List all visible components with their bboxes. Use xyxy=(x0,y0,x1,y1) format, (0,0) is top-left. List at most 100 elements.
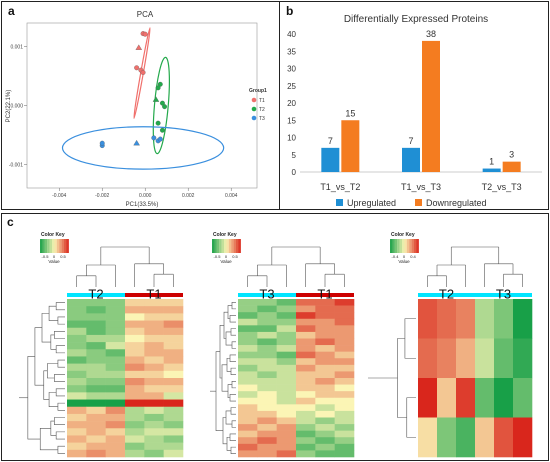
pca-point-T2 xyxy=(159,127,165,133)
heatmap-row-dendrogram-branch xyxy=(41,313,51,343)
color-key-swatch xyxy=(59,239,62,253)
heatmap-group-label-T3: T3 xyxy=(259,287,274,302)
pca-y-tick-label: 0.000 xyxy=(10,104,23,110)
pca-ellipse-T3 xyxy=(61,126,225,170)
heatmap-cell xyxy=(67,385,87,393)
heatmap-cell xyxy=(238,437,258,445)
heatmap-cell xyxy=(296,391,316,399)
heatmap-row-dendrogram-branch xyxy=(226,436,231,451)
color-key-swatch xyxy=(406,239,410,253)
heatmap-cell xyxy=(257,397,277,405)
heatmap-cell xyxy=(86,363,106,372)
heatmap-cell xyxy=(125,385,145,393)
pca-y-tick-label: 0.001 xyxy=(10,45,23,51)
bar-value-label: 1 xyxy=(489,157,494,167)
heatmap-cell xyxy=(125,334,145,343)
heatmap-cell xyxy=(276,345,297,352)
color-key-swatch xyxy=(414,239,417,253)
pca-chart: PCA -0.004 -0.002 0.000 0.002 0.004 0.001 0.00… xyxy=(6,10,267,208)
heatmap-cell xyxy=(125,413,145,422)
heatmap-cell xyxy=(315,397,335,405)
heatmap-cell xyxy=(238,331,258,339)
bar-downregulated xyxy=(422,40,440,173)
color-key-value-label: Value xyxy=(48,259,60,264)
bar-y-tick-label: 15 xyxy=(287,116,296,125)
color-key-title: Color Key xyxy=(391,232,415,238)
color-key-swatch xyxy=(61,239,65,253)
bar-y-tick-label: 20 xyxy=(287,99,296,108)
heatmap-cell xyxy=(334,325,355,333)
heatmap-cell xyxy=(334,437,355,445)
bar-legend-label-upregulated: Upregulated xyxy=(347,198,396,208)
bar-chart: Differentially Expressed Proteins 0 5 10 15… xyxy=(287,14,542,208)
heatmap-cell xyxy=(456,378,476,418)
heatmap-cell xyxy=(163,306,184,314)
heatmap-cell xyxy=(334,338,355,346)
heatmap-cell xyxy=(315,325,335,333)
heatmap-cell xyxy=(105,442,126,451)
heatmap-cell xyxy=(144,342,164,350)
heatmap-row-dendrogram-branch xyxy=(230,446,236,455)
heatmap-cell xyxy=(144,442,164,451)
heatmap-cell xyxy=(257,358,277,366)
heatmap-cell xyxy=(86,306,106,314)
heatmap-row-dendrogram-branch xyxy=(57,359,65,368)
heatmap-cell xyxy=(67,421,87,429)
heatmap-cell xyxy=(334,364,355,372)
heatmap-row-dendrogram-branch xyxy=(27,356,41,440)
heatmap-cell xyxy=(276,430,297,438)
heatmap-cell xyxy=(334,345,355,352)
heatmap-cell xyxy=(315,351,335,359)
heatmap-cell xyxy=(437,299,457,339)
heatmap-cell xyxy=(163,435,184,443)
color-key-swatch xyxy=(238,239,241,253)
bar-value-label: 3 xyxy=(509,150,514,160)
heatmap-cell xyxy=(315,424,335,431)
heatmap-cell xyxy=(163,320,184,329)
heatmap-cell xyxy=(315,299,335,306)
heatmap-row-dendrogram-branch xyxy=(57,402,65,411)
heatmap-cell xyxy=(163,334,184,343)
heatmap-cell xyxy=(257,384,277,392)
bar-title: Differentially Expressed Proteins xyxy=(344,14,488,25)
heatmap-cell xyxy=(238,325,258,333)
heatmap-cell xyxy=(334,351,355,359)
heatmap-cell xyxy=(334,305,355,313)
pca-point-T3 xyxy=(133,139,140,146)
pca-legend-title: Group1 xyxy=(249,88,267,94)
heatmap-cell xyxy=(276,397,297,405)
heatmap-cell xyxy=(276,391,297,399)
heatmap-cell xyxy=(296,437,316,445)
color-key-swatch xyxy=(390,239,393,253)
heatmap-cell xyxy=(86,378,106,386)
bar-category-label: T1_vs_T3 xyxy=(401,182,441,192)
heatmap-cell xyxy=(67,442,87,451)
heatmap-row-dendrogram-branch xyxy=(47,363,58,379)
heatmap-cell xyxy=(125,313,145,321)
heatmap-row-dendrogram-branch xyxy=(404,318,416,359)
heatmap-cell xyxy=(315,391,335,399)
heatmap-cell xyxy=(144,399,164,408)
heatmap-cell xyxy=(105,378,126,386)
pca-ylabel: PC2(22.1%) xyxy=(6,90,12,123)
color-key-swatch xyxy=(47,239,50,253)
heatmap-cell xyxy=(276,371,297,379)
heatmap-cell xyxy=(334,331,355,339)
heatmap-cell xyxy=(276,450,297,458)
heatmap-cell xyxy=(67,435,87,443)
heatmap-cell xyxy=(144,334,164,343)
bar-upregulated xyxy=(402,147,420,172)
color-key-value-label: Value xyxy=(220,259,232,264)
heatmap-cell xyxy=(125,428,145,436)
heatmap-group-label-T2: T2 xyxy=(439,287,454,302)
color-key-swatch xyxy=(236,239,239,253)
heatmap-cell xyxy=(238,364,258,372)
heatmap-cell xyxy=(125,349,145,357)
heatmap-cell xyxy=(456,417,476,458)
heatmap-row-dendrogram-branch xyxy=(55,302,65,311)
heatmap-cell xyxy=(238,371,258,379)
heatmap-cell xyxy=(125,370,145,379)
heatmap-cell xyxy=(315,378,335,385)
heatmap-row-dendrogram-branch xyxy=(231,301,236,310)
